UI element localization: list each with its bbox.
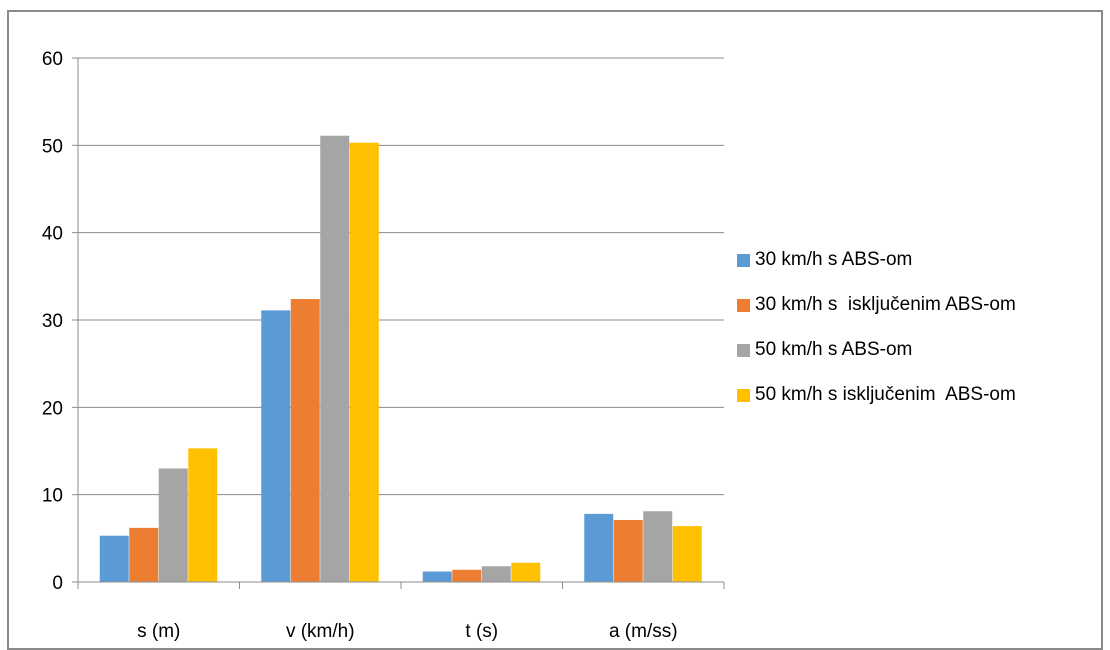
bar: [643, 511, 673, 582]
legend-item-1: 30 km/h s ABS-om: [737, 249, 1016, 271]
legend-item-4: 50 km/h s isključenim ABS-om: [737, 384, 1016, 406]
x-tick-label: v (km/h): [286, 621, 355, 642]
x-tick-label: t (s): [465, 621, 498, 642]
legend-label-3: 50 km/h s ABS-om: [755, 339, 913, 360]
y-tick-label: 40: [42, 224, 63, 245]
bar: [511, 562, 541, 582]
axes: [72, 57, 725, 589]
y-tick-label: 50: [42, 136, 63, 157]
legend-label-2: 30 km/h s isključenim ABS-om: [755, 294, 1016, 315]
legend-item-3: 50 km/h s ABS-om: [737, 339, 1016, 361]
legend-label-4: 50 km/h s isključenim ABS-om: [755, 384, 1016, 405]
y-tick-label: 10: [42, 486, 63, 507]
legend: 30 km/h s ABS-om 30 km/h s isključenim A…: [737, 249, 1016, 429]
legend-swatch-3: [737, 343, 750, 357]
y-tick-label: 30: [42, 311, 63, 332]
legend-swatch-1: [737, 253, 750, 267]
bar: [349, 142, 379, 583]
x-tick-label: a (m/ss): [609, 621, 678, 642]
y-tick-label: 20: [42, 398, 63, 419]
bar: [290, 299, 320, 582]
bar: [261, 310, 291, 582]
bar: [452, 569, 482, 582]
bar: [99, 535, 129, 582]
grid-lines: [78, 57, 724, 496]
legend-swatch-4: [737, 388, 750, 402]
legend-swatch-2: [737, 298, 750, 312]
bars: [99, 135, 702, 583]
bar: [129, 527, 159, 582]
bar: [158, 468, 188, 582]
legend-label-1: 30 km/h s ABS-om: [755, 249, 913, 270]
bar: [584, 513, 614, 582]
bar: [188, 448, 218, 582]
legend-item-2: 30 km/h s isključenim ABS-om: [737, 294, 1016, 316]
y-tick-label: 0: [52, 573, 63, 594]
y-tick-label: 60: [42, 49, 63, 70]
x-tick-label: s (m): [137, 621, 180, 642]
tick-labels: 0 10 20 30 40 50 60 s (m) v (km/h) t (s) a (m/ss): [42, 49, 678, 642]
bar: [422, 571, 452, 582]
bar: [613, 519, 643, 582]
bar: [672, 526, 702, 582]
bar: [320, 135, 350, 582]
bar: [481, 566, 511, 582]
